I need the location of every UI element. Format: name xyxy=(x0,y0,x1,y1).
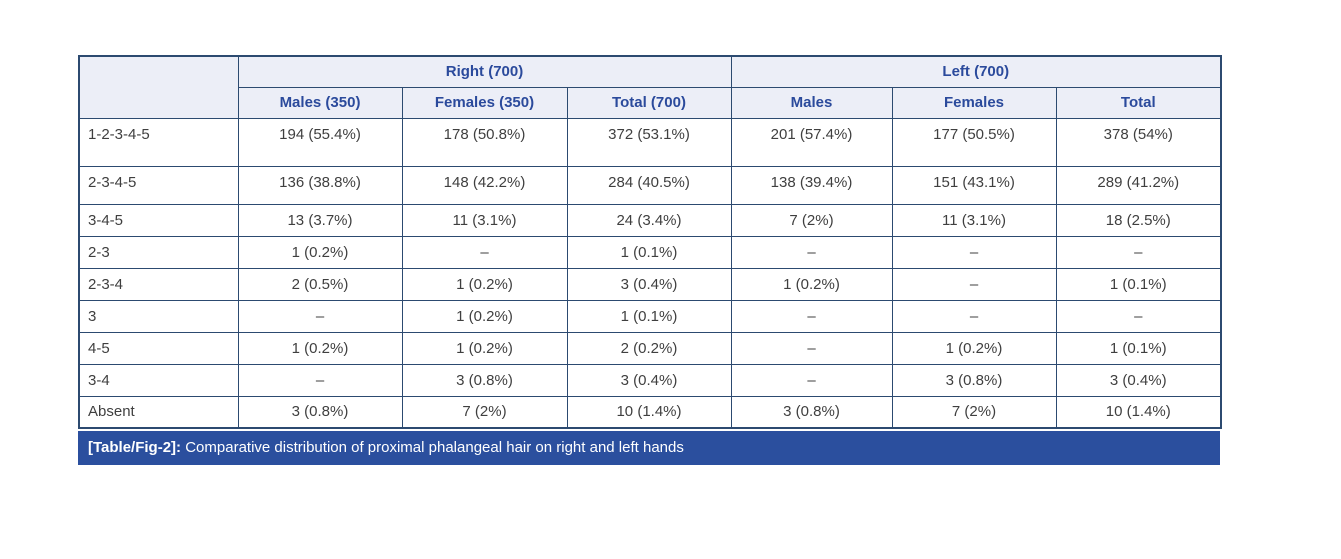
cell-value: 3 (0.4%) xyxy=(566,267,732,301)
cell-value: – xyxy=(237,299,403,333)
row-label: 3-4 xyxy=(78,363,239,397)
cell-value: 378 (54%) xyxy=(1055,117,1222,167)
row-label: 3 xyxy=(78,299,239,333)
caption-text: Comparative distribution of proximal pha… xyxy=(181,439,684,456)
table-row: 2-3-4 2 (0.5%) 1 (0.2%) 3 (0.4%) 1 (0.2%) –1 … xyxy=(78,267,1222,301)
cell-value: 18 (2.5%) xyxy=(1055,203,1222,237)
cell-value: 3 (0.8%) xyxy=(891,363,1057,397)
cell-value: – xyxy=(730,363,893,397)
cell-value: 2 (0.5%) xyxy=(237,267,403,301)
cell-value: 1 (0.2%) xyxy=(237,331,403,365)
cell-value: 11 (3.1%) xyxy=(401,203,568,237)
cell-value: 148 (42.2%) xyxy=(401,165,568,205)
row-label: 1-2-3-4-5 xyxy=(78,117,239,167)
cell-value: – xyxy=(891,299,1057,333)
table-row: 3-4-5 13 (3.7%) 11 (3.1%) 24 (3.4%) 7 (2%) 11… xyxy=(78,203,1222,237)
cell-value: 3 (0.8%) xyxy=(730,395,893,429)
table-row: 3–1 (0.2%) 1 (0.1%) – – – xyxy=(78,299,1222,333)
cell-value: – xyxy=(730,331,893,365)
table-row: 1-2-3-4-5 194 (55.4%) 178 (50.8%) 372 (53.1… xyxy=(78,117,1222,167)
corner-cell xyxy=(78,55,239,119)
cell-value: 10 (1.4%) xyxy=(566,395,732,429)
cell-value: 2 (0.2%) xyxy=(566,331,732,365)
cell-value: 201 (57.4%) xyxy=(730,117,893,167)
row-label: 2-3-4 xyxy=(78,267,239,301)
cell-value: 24 (3.4%) xyxy=(566,203,732,237)
cell-value: 13 (3.7%) xyxy=(237,203,403,237)
cell-value: – xyxy=(1055,235,1222,269)
cell-value: 284 (40.5%) xyxy=(566,165,732,205)
group-header-row: Right (700) Left (700) xyxy=(78,55,1222,119)
cell-value: – xyxy=(401,235,568,269)
row-label: 4-5 xyxy=(78,331,239,365)
row-label: Absent xyxy=(78,395,239,429)
cell-value: 1 (0.2%) xyxy=(730,267,893,301)
cell-value: 194 (55.4%) xyxy=(237,117,403,167)
cell-value: 1 (0.1%) xyxy=(566,299,732,333)
table-row: 4-5 1 (0.2%) 1 (0.2%) 2 (0.2%) –1 (0.2%) 1 (0… xyxy=(78,331,1222,365)
cell-value: – xyxy=(730,299,893,333)
cell-value: – xyxy=(237,363,403,397)
cell-value: – xyxy=(730,235,893,269)
table-fig-2: Right (700) Left (700) Males (350) Femal… xyxy=(78,55,1223,465)
cell-value: 7 (2%) xyxy=(401,395,568,429)
row-label: 2-3-4-5 xyxy=(78,165,239,205)
col-header-left-males: Males xyxy=(730,86,893,119)
cell-value: 372 (53.1%) xyxy=(566,117,732,167)
table-row: 3-4–3 (0.8%) 3 (0.4%) –3 (0.8%) 3 (0.4%) xyxy=(78,363,1222,397)
cell-value: – xyxy=(891,235,1057,269)
cell-value: 3 (0.8%) xyxy=(237,395,403,429)
table-body: 1-2-3-4-5 194 (55.4%) 178 (50.8%) 372 (53.1… xyxy=(78,117,1222,429)
cell-value: 7 (2%) xyxy=(891,395,1057,429)
cell-value: 10 (1.4%) xyxy=(1055,395,1222,429)
cell-value: 1 (0.1%) xyxy=(1055,267,1222,301)
cell-value: 177 (50.5%) xyxy=(891,117,1057,167)
cell-value: 136 (38.8%) xyxy=(237,165,403,205)
col-header-right-total: Total (700) xyxy=(566,86,732,119)
cell-value: 1 (0.1%) xyxy=(566,235,732,269)
caption-tag: [Table/Fig-2]: xyxy=(88,439,182,456)
cell-value: 289 (41.2%) xyxy=(1055,165,1222,205)
cell-value: 11 (3.1%) xyxy=(891,203,1057,237)
results-table: Right (700) Left (700) Males (350) Femal… xyxy=(78,55,1223,429)
cell-value: 138 (39.4%) xyxy=(730,165,893,205)
cell-value: – xyxy=(891,267,1057,301)
cell-value: 178 (50.8%) xyxy=(401,117,568,167)
table-row: 2-3 1 (0.2%) –1 (0.1%) – – – xyxy=(78,235,1222,269)
group-header-left: Left (700) xyxy=(730,55,1222,88)
caption-bar: [Table/Fig-2]: Comparative distribution … xyxy=(78,431,1220,465)
col-header-right-females: Females (350) xyxy=(401,86,568,119)
cell-value: 3 (0.8%) xyxy=(401,363,568,397)
cell-value: 1 (0.1%) xyxy=(1055,331,1222,365)
cell-value: 3 (0.4%) xyxy=(1055,363,1222,397)
cell-value: 1 (0.2%) xyxy=(237,235,403,269)
cell-value: 1 (0.2%) xyxy=(891,331,1057,365)
cell-value: 7 (2%) xyxy=(730,203,893,237)
cell-value: 1 (0.2%) xyxy=(401,267,568,301)
row-label: 2-3 xyxy=(78,235,239,269)
table-row: 2-3-4-5 136 (38.8%) 148 (42.2%) 284 (40.5%)… xyxy=(78,165,1222,205)
col-header-left-total: Total xyxy=(1055,86,1222,119)
cell-value: 1 (0.2%) xyxy=(401,331,568,365)
cell-value: 151 (43.1%) xyxy=(891,165,1057,205)
group-header-right: Right (700) xyxy=(237,55,732,88)
cell-value: – xyxy=(1055,299,1222,333)
table-header: Right (700) Left (700) Males (350) Femal… xyxy=(78,55,1222,119)
column-header-row: Males (350) Females (350) Total (700) Ma… xyxy=(79,86,1222,119)
row-label: 3-4-5 xyxy=(78,203,239,237)
table-row: Absent 3 (0.8%) 7 (2%) 10 (1.4%) 3 (0.8%) 7 (… xyxy=(78,395,1222,429)
col-header-right-males: Males (350) xyxy=(237,86,403,119)
cell-value: 1 (0.2%) xyxy=(401,299,568,333)
cell-value: 3 (0.4%) xyxy=(566,363,732,397)
col-header-left-females: Females xyxy=(891,86,1057,119)
